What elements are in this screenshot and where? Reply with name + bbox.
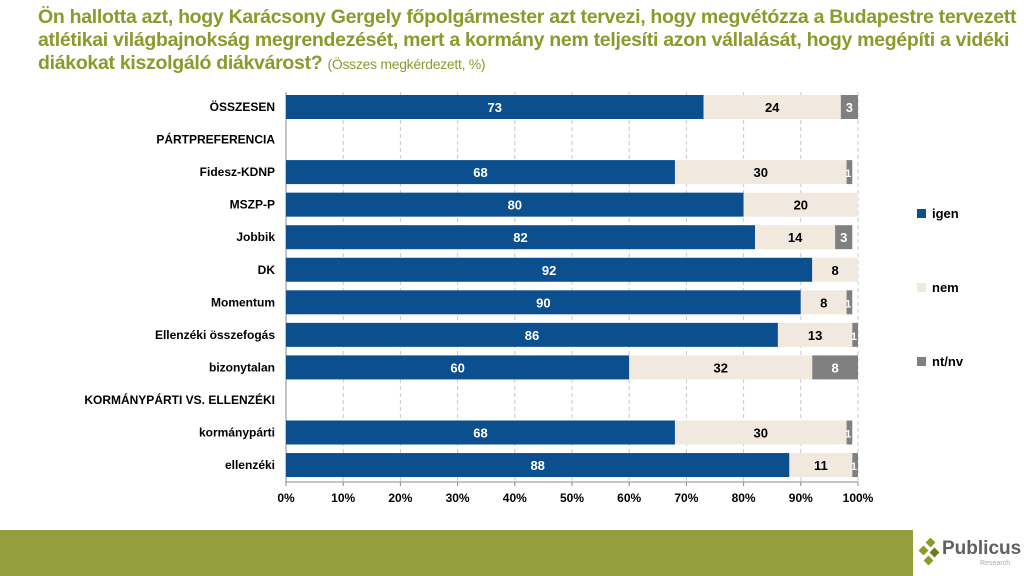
bar-igen — [286, 290, 801, 315]
x-tick-label: 60% — [617, 491, 641, 505]
data-label: 3 — [846, 100, 853, 115]
bar-nem — [755, 225, 836, 250]
data-label: 82 — [513, 230, 527, 245]
bar-ntnv — [852, 322, 858, 347]
bar-igen — [286, 257, 813, 282]
legend-swatch-nem — [917, 283, 926, 292]
data-label: 86 — [525, 328, 539, 343]
bar-igen — [286, 225, 756, 250]
data-label: 30 — [754, 426, 768, 441]
bar-nem — [800, 290, 847, 315]
category-label: Momentum — [211, 295, 275, 309]
data-label: 8 — [820, 295, 827, 310]
x-tick-label: 40% — [503, 491, 527, 505]
data-label: 32 — [713, 360, 727, 375]
data-label: 30 — [754, 165, 768, 180]
legend-label: nem — [932, 280, 959, 295]
data-label: 80 — [508, 198, 522, 213]
category-label: Ellenzéki összefogás — [155, 328, 275, 342]
x-tick-label: 70% — [674, 491, 698, 505]
category-label: PÁRTPREFERENCIA — [156, 132, 275, 147]
data-label: 13 — [808, 328, 822, 343]
category-label: Fidesz-KDNP — [200, 165, 275, 179]
publicus-logo: Publicus Research — [918, 536, 1024, 576]
x-tick-label: 20% — [388, 491, 412, 505]
category-label: MSZP-P — [230, 198, 275, 212]
category-label: bizonytalan — [209, 360, 275, 374]
category-label: KORMÁNYPÁRTI VS. ELLENZÉKI — [84, 392, 275, 407]
data-label: 92 — [542, 263, 556, 278]
category-label: kormánypárti — [199, 426, 275, 440]
data-label: 68 — [473, 426, 487, 441]
category-label: Jobbik — [236, 230, 275, 244]
chart-title: Ön hallotta azt, hogy Karácsony Gergely … — [38, 6, 1018, 76]
bar-nem — [789, 453, 853, 478]
x-tick-label: 30% — [446, 491, 470, 505]
data-label: 11 — [814, 458, 828, 473]
logo-name: Publicus — [942, 538, 1022, 559]
legend-swatch-igen — [917, 209, 926, 218]
legend-label: nt/nv — [932, 354, 964, 369]
data-label: 8 — [832, 263, 839, 278]
bar-igen — [286, 160, 675, 185]
data-label: 88 — [530, 458, 544, 473]
x-tick-label: 0% — [277, 491, 295, 505]
logo-sub: Research — [980, 560, 1010, 567]
bar-ntnv — [835, 225, 853, 250]
bar-ntnv — [846, 420, 853, 445]
data-label: 1 — [851, 461, 857, 473]
bar-ntnv — [812, 355, 858, 380]
data-label: 68 — [473, 165, 487, 180]
data-label: 1 — [851, 331, 857, 343]
subtitle-text: (Összes megkérdezett, %) — [327, 56, 486, 72]
legend-label: igen — [932, 206, 959, 221]
bar-ntnv — [846, 290, 853, 315]
x-tick-label: 100% — [843, 491, 874, 505]
logo-diamonds-icon — [918, 538, 940, 566]
question-text: Ön hallotta azt, hogy Karácsony Gergely … — [38, 6, 1017, 74]
data-label: 1 — [845, 429, 851, 441]
data-label: 14 — [788, 230, 803, 245]
data-label: 90 — [536, 295, 550, 310]
data-label: 73 — [488, 100, 502, 115]
x-tick-label: 50% — [560, 491, 584, 505]
bar-ntnv — [852, 453, 858, 478]
bar-igen — [286, 453, 790, 478]
data-label: 1 — [845, 168, 851, 180]
bar-nem — [703, 95, 841, 119]
data-label: 20 — [794, 198, 808, 213]
stacked-bar-chart: 0% 10% 20% 30% 40% 50% 60% 70% 80% 90% 100% ÖSSZESE… — [84, 92, 964, 505]
bar-igen — [286, 322, 778, 347]
category-label: ÖSSZESEN — [210, 99, 275, 114]
data-label: 24 — [765, 100, 780, 115]
data-label: 60 — [450, 360, 464, 375]
bar-nem — [629, 355, 813, 380]
bar-nem — [777, 322, 853, 347]
data-label: 1 — [845, 298, 851, 310]
bar-igen — [286, 355, 630, 380]
bar-nem — [674, 420, 847, 445]
category-label: ellenzéki — [225, 458, 275, 472]
footer-bar — [0, 530, 913, 576]
category-label: DK — [258, 263, 276, 277]
data-label: 3 — [840, 230, 847, 245]
bar-igen — [286, 420, 675, 445]
bar-nem — [812, 257, 858, 282]
x-tick-label: 80% — [732, 491, 756, 505]
bar-nem — [743, 192, 858, 217]
x-tick-label: 10% — [331, 491, 355, 505]
bar-ntnv — [846, 160, 853, 185]
bar-nem — [674, 160, 847, 185]
bar-ntnv — [840, 95, 858, 119]
bar-igen — [286, 95, 704, 119]
data-label: 8 — [832, 360, 839, 375]
bar-igen — [286, 192, 744, 217]
x-tick-label: 90% — [789, 491, 813, 505]
legend-swatch-ntnv — [917, 357, 926, 366]
